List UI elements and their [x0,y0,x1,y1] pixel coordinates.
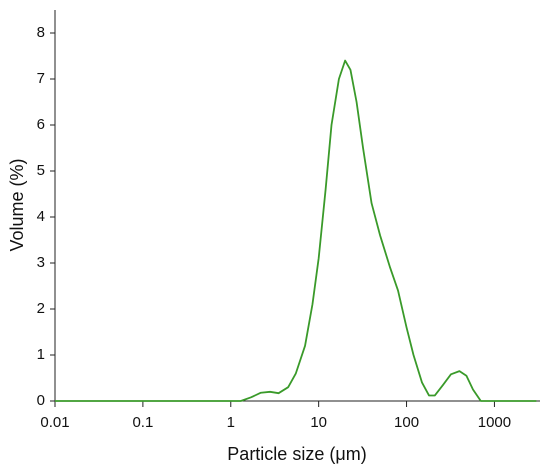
x-tick-label: 1 [227,414,235,431]
y-tick-label: 1 [37,346,45,363]
x-tick-label: 100 [394,414,419,431]
data-line [55,59,537,402]
x-tick-label: 0.01 [40,414,69,431]
x-axis-title: Particle size (μm) [227,444,366,464]
x-tick-label: 10 [310,414,327,431]
y-tick-label: 4 [37,208,45,225]
y-tick-label: 5 [37,162,45,179]
y-tick-label: 3 [37,254,45,271]
y-tick-label: 0 [37,392,45,409]
x-tick-label: 0.1 [132,414,153,431]
y-tick-label: 2 [37,300,45,317]
y-tick-label: 8 [37,24,45,41]
y-tick-label: 7 [37,70,45,87]
y-tick-label: 6 [37,116,45,133]
y-axis-title: Volume (%) [7,158,27,251]
x-tick-label: 1000 [478,414,511,431]
